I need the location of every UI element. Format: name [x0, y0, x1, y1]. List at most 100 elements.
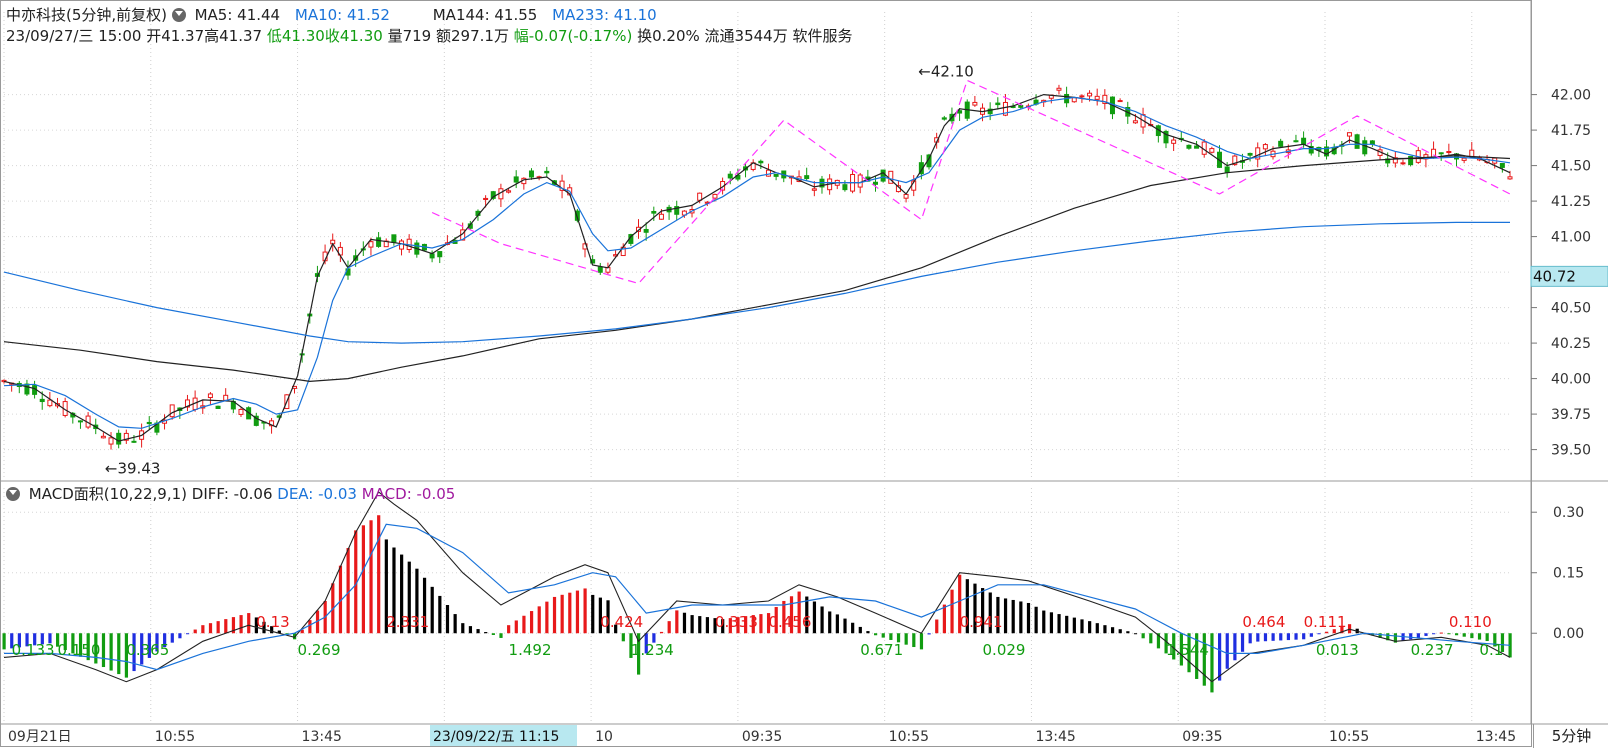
macd-bar: [889, 633, 893, 640]
macd-bar: [866, 631, 870, 634]
macd-bar: [629, 633, 633, 658]
macd-bar: [820, 606, 824, 634]
candle-body: [1408, 155, 1414, 166]
macd-bar: [1133, 633, 1138, 635]
macd-area-label: 0.1: [1479, 641, 1503, 659]
zigzag-line: [431, 79, 1511, 285]
macd-bar: [667, 621, 671, 634]
macd-menu-icon[interactable]: [6, 487, 20, 501]
candle-body: [276, 415, 282, 418]
macd-bar: [1095, 623, 1099, 634]
candle-body: [903, 193, 909, 199]
macd-bar: [147, 633, 151, 658]
macd-bar: [1164, 633, 1168, 654]
candle-body: [269, 420, 275, 427]
macd-bar: [491, 633, 495, 635]
macd-bar: [1294, 633, 1298, 640]
candle-body: [987, 108, 993, 115]
turnover: 换0.20%: [637, 27, 700, 45]
macd-area-label: 0.133: [12, 641, 55, 659]
candle-body: [1293, 140, 1299, 143]
x-tick-label: 13:45: [1035, 729, 1075, 745]
ma144-value: MA144: 41.55: [432, 6, 538, 24]
macd-bar: [1110, 627, 1115, 634]
macd-bar: [1508, 633, 1512, 658]
macd-bar: [621, 633, 625, 642]
macd-bar: [56, 633, 60, 647]
candle-body: [437, 251, 443, 258]
macd-bar: [522, 615, 526, 634]
ma-line-ma233: [3, 221, 1510, 344]
ma5-value: MA5: 41.44: [194, 6, 281, 24]
x-tick-label: 13:45: [302, 729, 342, 745]
macd-bar: [812, 601, 817, 634]
macd-bar: [1240, 633, 1245, 652]
price-tick-label: 39.75: [1551, 407, 1591, 423]
price-tick-label: 41.00: [1551, 230, 1591, 246]
macd-bar: [86, 633, 90, 661]
candle-body: [528, 170, 534, 178]
macd-bar: [239, 615, 243, 634]
macd-bar: [644, 633, 648, 654]
macd-bar: [1149, 633, 1153, 644]
macd-bar: [545, 601, 549, 634]
macd-bar: [919, 633, 924, 650]
candle-body: [253, 415, 259, 426]
macd-bar: [1026, 602, 1031, 634]
macd-bar: [308, 620, 312, 634]
indicator-menu-icon[interactable]: [171, 8, 186, 22]
macd-area-label: 0.013: [1316, 641, 1359, 659]
macd-area-label: 0.365: [126, 641, 169, 659]
macd-area-label: 2.331: [386, 613, 429, 631]
candle-body: [1301, 137, 1307, 145]
candle-body: [1163, 130, 1169, 144]
candle-body: [1446, 151, 1452, 154]
candle-body: [1278, 140, 1284, 147]
macd-bar: [1003, 598, 1008, 634]
macd-bar: [468, 626, 473, 634]
macd-bar: [216, 621, 220, 634]
x-tick-label: 09:35: [1182, 729, 1222, 745]
macd-area-label: 0.237: [1411, 641, 1454, 659]
macd-bar: [1386, 633, 1390, 641]
macd-bar: [1172, 633, 1176, 660]
candle-body: [1247, 152, 1253, 156]
macd-bar: [514, 620, 518, 634]
macd-area-label: 1.544: [1166, 641, 1209, 659]
candle-body: [1117, 100, 1123, 103]
quote-line: 23/09/27/三 15:00 开41.37高41.37 低41.30收41.…: [6, 27, 853, 45]
macd-bar: [140, 633, 144, 665]
candle-body: [773, 173, 779, 177]
macd-bar: [606, 600, 610, 634]
candle-body: [872, 181, 878, 185]
macd-bar: [782, 600, 786, 634]
macd-bar: [1103, 625, 1107, 634]
x-tick-label: 10:55: [1329, 729, 1369, 745]
macd-area-label: 0.671: [860, 641, 903, 659]
macd-bar: [736, 617, 740, 634]
chart-frame: [0, 0, 1532, 747]
macd-bar: [744, 616, 748, 634]
candle-body: [1186, 144, 1192, 149]
macd-bar: [1088, 621, 1092, 634]
candle-body: [1362, 140, 1368, 155]
candle-body: [765, 169, 771, 177]
macd-bar: [1057, 614, 1061, 634]
macd-bar: [1080, 619, 1084, 634]
macd-bar: [652, 633, 656, 643]
macd-bar: [529, 611, 534, 634]
macd-bar: [1218, 633, 1222, 681]
candle-body: [1209, 148, 1215, 153]
macd-bar: [1432, 633, 1436, 635]
timeframe-tab[interactable]: 5分钟: [1533, 724, 1608, 748]
candle-body: [1094, 95, 1100, 100]
candle-body: [490, 191, 496, 199]
price-tick-label: 40.50: [1551, 301, 1591, 317]
candle-body: [1324, 146, 1330, 157]
macd-bar: [354, 530, 358, 634]
macd-bar: [163, 633, 167, 648]
candle-body: [643, 228, 649, 233]
candle-body: [1071, 97, 1077, 103]
candle-body: [399, 240, 405, 250]
